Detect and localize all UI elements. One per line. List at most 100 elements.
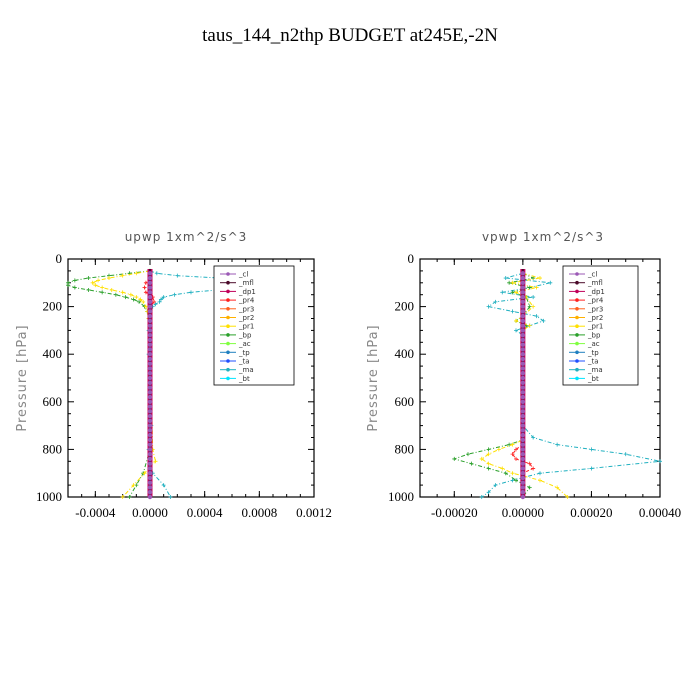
series-point-pr1 xyxy=(486,452,491,457)
series-point-bp xyxy=(123,295,128,300)
series-point-pr4 xyxy=(143,280,148,285)
legend-label: _bp xyxy=(238,331,252,339)
legend-label: _pr2 xyxy=(587,314,603,322)
series-point-ma xyxy=(589,466,594,471)
series-point-cl xyxy=(147,461,153,466)
series-point-cl xyxy=(520,461,526,466)
series-point-ma xyxy=(514,328,518,333)
legend-label: _ac xyxy=(238,340,251,348)
legend-label: _pr1 xyxy=(238,323,254,331)
series-point-cl xyxy=(520,413,526,419)
series-point-bp xyxy=(66,283,70,288)
series-point-pr1 xyxy=(565,495,570,499)
series-point-cl xyxy=(147,494,153,500)
series-point-cl xyxy=(520,423,526,428)
series-point-pr4 xyxy=(143,290,148,295)
legend-label: _cl xyxy=(238,271,248,279)
series-point-cl xyxy=(520,447,526,452)
series-point-cl xyxy=(147,394,153,400)
series-point-cl xyxy=(520,494,526,500)
series-point-cl xyxy=(147,271,153,276)
legend-label: _ac xyxy=(587,340,600,348)
series-point-pr1 xyxy=(109,287,114,292)
series-point-ma xyxy=(161,483,166,488)
series-point-pr1 xyxy=(510,471,515,476)
series-point-ma xyxy=(548,280,553,285)
series-point-cl xyxy=(147,485,153,490)
series-point-cl xyxy=(520,347,526,352)
series-point-cl xyxy=(147,366,153,371)
series-point-ma xyxy=(623,452,628,457)
series-point-cl xyxy=(147,294,153,300)
series-point-cl xyxy=(147,480,153,485)
series-point-bp xyxy=(527,304,532,309)
legend-marker-cl xyxy=(226,272,230,276)
legend-label: _pr2 xyxy=(238,314,254,322)
series-point-pr1 xyxy=(514,318,518,323)
x-tick-label: -0.00020 xyxy=(431,505,478,520)
series-point-cl xyxy=(520,285,526,290)
series-point-cl xyxy=(147,309,153,314)
series-point-cl xyxy=(520,361,526,366)
series-point-cl xyxy=(147,418,153,424)
series-point-ma xyxy=(189,290,193,295)
series-point-pr4 xyxy=(514,456,518,461)
x-tick-label: 0.0012 xyxy=(296,505,332,520)
legend-marker-cl xyxy=(575,272,579,276)
main-title: taus_144_n2thp BUDGET at245E,-2N xyxy=(202,25,498,46)
series-point-ma xyxy=(157,299,162,304)
series-point-cl xyxy=(147,318,153,324)
legend-label: _tp xyxy=(587,349,599,357)
series-point-cl xyxy=(147,456,153,462)
series-point-cl xyxy=(147,399,153,404)
y-tick-label: 200 xyxy=(395,299,415,314)
legend-marker-pr1 xyxy=(575,324,579,329)
series-point-pr1 xyxy=(141,299,146,304)
series-point-cl xyxy=(520,409,526,414)
legend-label: _dp1 xyxy=(587,288,605,296)
y-tick-label: 600 xyxy=(43,394,63,409)
series-point-ma xyxy=(486,304,491,309)
series-point-cl xyxy=(520,290,526,295)
series-point-cl xyxy=(520,304,526,309)
series-point-pr4 xyxy=(142,285,147,290)
series-point-cl xyxy=(520,432,526,438)
legend-marker-mfl xyxy=(575,280,579,285)
series-point-pr1 xyxy=(538,276,542,281)
series-point-ma xyxy=(658,459,662,464)
y-tick-label: 800 xyxy=(395,441,415,456)
series-point-pr1 xyxy=(134,271,139,276)
series-point-pr1 xyxy=(134,295,139,300)
series-point-cl xyxy=(147,285,153,290)
legend-marker-dp1 xyxy=(226,289,230,294)
series-point-cl xyxy=(520,480,526,485)
series-point-ma xyxy=(500,290,505,295)
series-point-pr1 xyxy=(100,285,105,290)
series-point-cl xyxy=(520,366,526,371)
series-point-cl xyxy=(147,337,153,343)
series-point-cl xyxy=(147,490,153,495)
series-point-pr4 xyxy=(531,466,536,471)
series-point-pr1 xyxy=(128,292,133,297)
legend-marker-bt xyxy=(575,376,579,381)
series-point-ma xyxy=(479,495,484,499)
legend-label: _ta xyxy=(587,358,599,366)
panel-vpwp: vpwp 1xm^2/s^3 Pressure [hPa] 0 200 400 600… xyxy=(366,230,681,520)
series-point-pr1 xyxy=(496,447,501,452)
series-point-bp xyxy=(510,290,515,295)
x-tick-label: 0.0008 xyxy=(241,505,277,520)
series-point-cl xyxy=(520,332,526,338)
series-point-cl xyxy=(147,347,153,352)
series-point-cl xyxy=(147,313,153,319)
series-point-cl xyxy=(520,323,526,328)
series-point-cl xyxy=(520,280,526,285)
series-point-ma xyxy=(503,276,508,281)
legend-label: _mfl xyxy=(587,279,603,287)
x-tick-label: 0.00000 xyxy=(502,505,544,520)
series-point-cl xyxy=(147,342,153,347)
y-tick-label: 200 xyxy=(43,299,63,314)
series-line-pr1 xyxy=(480,272,568,498)
series-point-ma xyxy=(531,295,536,300)
series-point-bp xyxy=(514,478,518,483)
series-point-ma xyxy=(534,314,539,319)
